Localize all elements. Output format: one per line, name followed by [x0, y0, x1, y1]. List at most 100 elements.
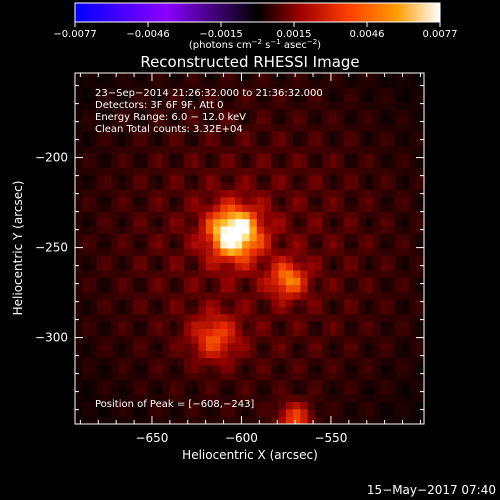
- heatmap-cell: [344, 233, 352, 242]
- heatmap-cell: [409, 168, 418, 176]
- heatmap-cell: [162, 372, 170, 381]
- heatmap-cell: [402, 270, 410, 279]
- heatmap-cell: [125, 131, 134, 140]
- heatmap-cell: [307, 116, 316, 125]
- heatmap-cell: [169, 226, 178, 235]
- heatmap-cell: [242, 299, 250, 308]
- heatmap-cell: [351, 263, 359, 271]
- heatmap-cell: [293, 350, 301, 359]
- heatmap-cell: [402, 175, 410, 184]
- heatmap-cell: [169, 109, 178, 118]
- heatmap-cell: [293, 328, 301, 337]
- heatmap-cell: [125, 116, 134, 125]
- heatmap-cell: [242, 321, 250, 330]
- heatmap-cell: [162, 160, 170, 169]
- heatmap-cell: [198, 314, 207, 323]
- heatmap-cell: [198, 226, 207, 235]
- heatmap-cell: [394, 131, 403, 140]
- heatmap-cell: [402, 131, 410, 140]
- heatmap-cell: [220, 416, 229, 424]
- plot-frame: [74, 72, 425, 425]
- heatmap-cell: [278, 416, 287, 424]
- colorbar-tick-label: −0.0046: [126, 29, 169, 40]
- heatmap-cell: [89, 328, 98, 337]
- heatmap-cell: [96, 387, 105, 396]
- heatmap-cell: [147, 233, 156, 242]
- heatmap-cell: [227, 204, 236, 213]
- heatmap-cell: [125, 380, 134, 388]
- heatmap-cell: [249, 285, 258, 293]
- heatmap-cell: [387, 336, 396, 344]
- heatmap-cell: [307, 248, 316, 257]
- heatmap-cell: [154, 182, 163, 191]
- heatmap-cell: [234, 365, 243, 374]
- heatmap-cell: [133, 336, 141, 344]
- heatmap-cell: [402, 299, 410, 308]
- heatmap-cell: [271, 226, 279, 235]
- heatmap-cell: [205, 343, 214, 352]
- heatmap-cell: [373, 211, 381, 220]
- heatmap-cell: [329, 299, 338, 308]
- heatmap-cell: [227, 270, 236, 279]
- heatmap-cell: [402, 307, 410, 315]
- heatmap-cell: [242, 102, 250, 110]
- heatmap-cell: [220, 387, 229, 396]
- heatmap-cell: [89, 80, 98, 89]
- heatmap-cell: [140, 343, 149, 352]
- heatmap-cell: [96, 263, 105, 271]
- heatmap-cell: [365, 160, 374, 169]
- heatmap-cell: [380, 380, 389, 388]
- heatmap-cell: [205, 102, 214, 110]
- heatmap-cell: [365, 182, 374, 191]
- heatmap-cell: [242, 285, 250, 293]
- heatmap-cell: [329, 241, 338, 249]
- heatmap-cell: [162, 365, 170, 374]
- heatmap-cell: [271, 109, 279, 118]
- heatmap-cell: [314, 190, 323, 198]
- heatmap-cell: [344, 211, 352, 220]
- heatmap-cell: [234, 343, 243, 352]
- heatmap-cell: [162, 358, 170, 366]
- heatmap-cell: [220, 402, 229, 410]
- heatmap-cell: [118, 233, 127, 242]
- heatmap-cell: [409, 380, 418, 388]
- heatmap-cell: [373, 248, 381, 257]
- heatmap-cell: [140, 102, 149, 110]
- heatmap-cell: [198, 328, 207, 337]
- heatmap-cell: [358, 409, 367, 418]
- heatmap-cell: [162, 307, 170, 315]
- heatmap-cell: [220, 277, 229, 286]
- heatmap-cell: [184, 292, 192, 301]
- heatmap-cell: [205, 211, 214, 220]
- heatmap-cell: [162, 175, 170, 184]
- heatmap-cell: [184, 394, 192, 403]
- heatmap-cell: [394, 336, 403, 344]
- heatmap-cell: [278, 241, 287, 249]
- heatmap-cell: [336, 270, 345, 279]
- heatmap-cell: [169, 402, 178, 410]
- heatmap-cell: [82, 168, 90, 176]
- heatmap-cell: [147, 350, 156, 359]
- heatmap-cell: [402, 153, 410, 162]
- heatmap-cell: [416, 321, 424, 330]
- heatmap-cell: [191, 73, 199, 81]
- heatmap-cell: [184, 160, 192, 169]
- heatmap-cell: [373, 182, 381, 191]
- heatmap-cell: [133, 380, 141, 388]
- heatmap-cell: [416, 358, 424, 366]
- heatmap-cell: [314, 380, 323, 388]
- heatmap-cell: [358, 87, 367, 96]
- heatmap-cell: [75, 102, 83, 110]
- heatmap-cell: [322, 124, 330, 132]
- heatmap-cell: [409, 94, 418, 103]
- heatmap-cell: [162, 124, 170, 132]
- heatmap-cell: [336, 241, 345, 249]
- heatmap-cell: [402, 328, 410, 337]
- heatmap-cell: [344, 270, 352, 279]
- heatmap-cell: [118, 336, 127, 344]
- heatmap-cell: [104, 226, 112, 235]
- heatmap-cell: [213, 211, 221, 220]
- heatmap-cell: [213, 226, 221, 235]
- heatmap-cell: [365, 328, 374, 337]
- heatmap-cell: [409, 233, 418, 242]
